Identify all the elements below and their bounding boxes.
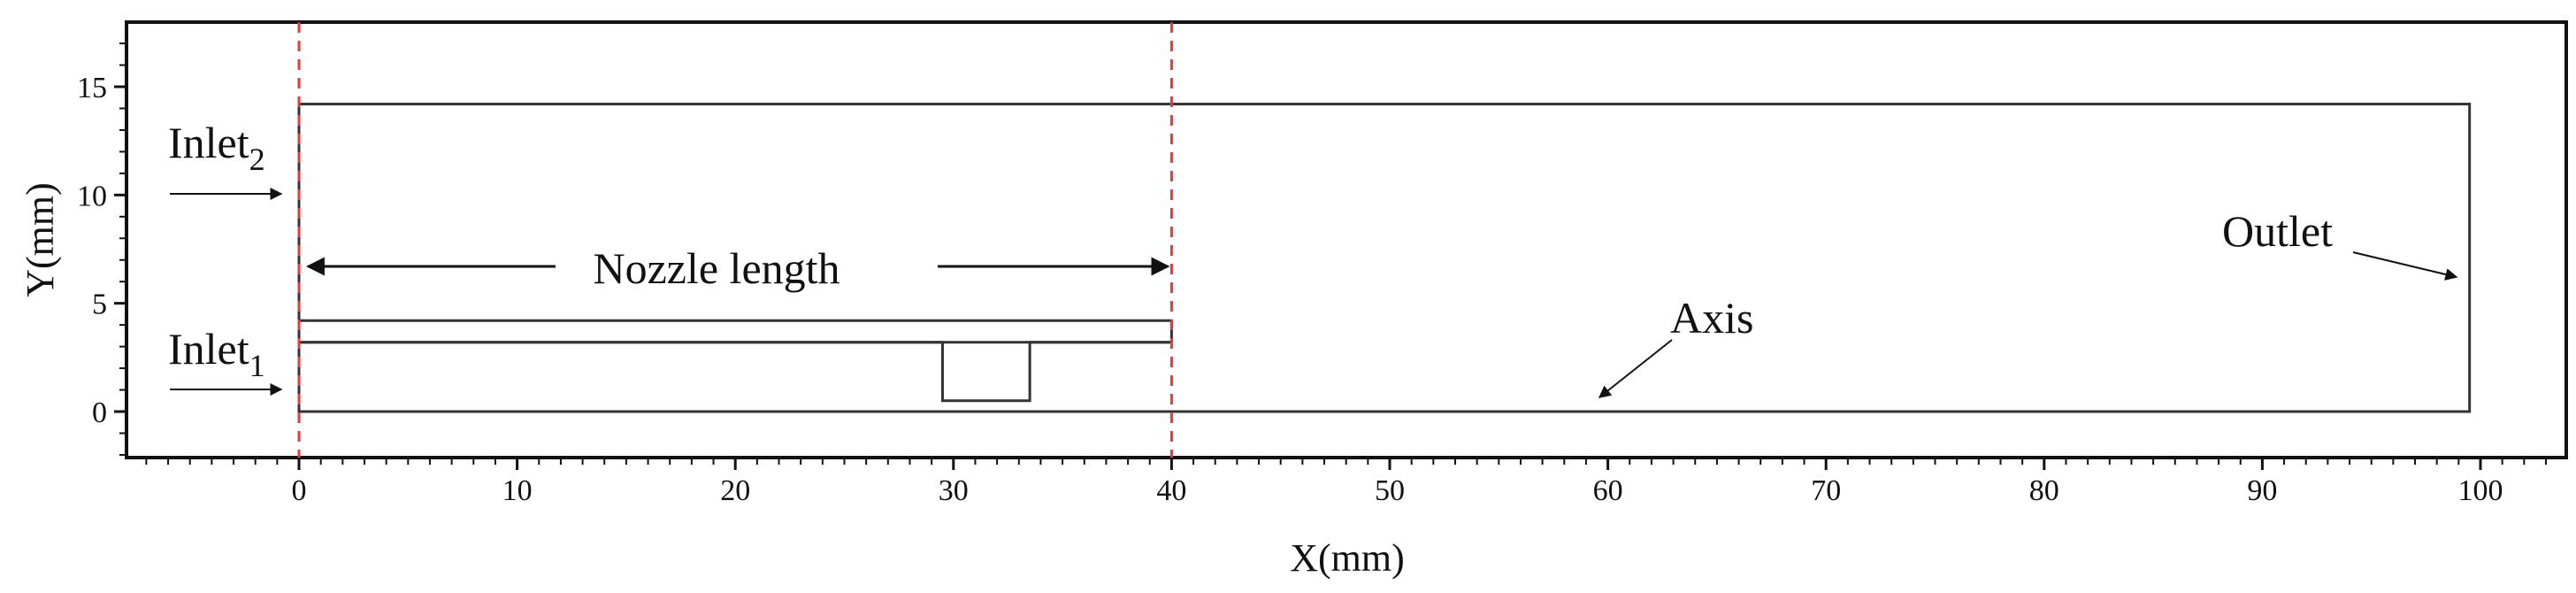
inlet2-label: Inlet2 [168,118,265,177]
x-tick-label: 60 [1593,474,1623,507]
x-tick-label: 10 [502,474,533,507]
geometry-outlines [297,103,2472,413]
axis-ticks [114,42,2547,470]
x-tick-label: 20 [720,474,750,507]
outlet-arrow [2352,251,2458,281]
axis-tick-labels: 0 10 20 30 40 50 60 70 80 90 100 0 5 10 15 [77,72,2503,507]
x-axis-title: X(mm) [1290,536,1405,580]
x-tick-label: 0 [292,474,307,507]
computational-domain-outline [297,103,2472,413]
nozzle-inner-contour [299,341,1172,403]
y-tick-label: 10 [77,180,107,212]
nozzle-length-label: Nozzle length [593,243,840,293]
plot-frame [125,20,2568,459]
x-tick-label: 100 [2458,474,2503,507]
y-tick-label: 5 [92,289,107,321]
nozzle-wall [297,319,1173,344]
x-tick-label: 90 [2247,474,2277,507]
y-tick-label: 0 [92,397,107,429]
x-tick-label: 40 [1156,474,1186,507]
axis-arrow [1598,339,1673,398]
axis-label: Axis [1670,293,1753,343]
annotation-arrows [170,188,2458,398]
x-tick-label: 30 [939,474,969,507]
y-axis-title: Y(mm) [19,182,62,297]
nozzle-limit-lines [297,22,1173,458]
x-tick-label: 80 [2029,474,2059,507]
x-tick-label: 70 [1811,474,1841,507]
x-tick-label: 50 [1375,474,1405,507]
inlet1-label: Inlet1 [168,324,265,383]
y-tick-label: 15 [77,72,107,104]
outlet-label: Outlet [2222,206,2333,256]
